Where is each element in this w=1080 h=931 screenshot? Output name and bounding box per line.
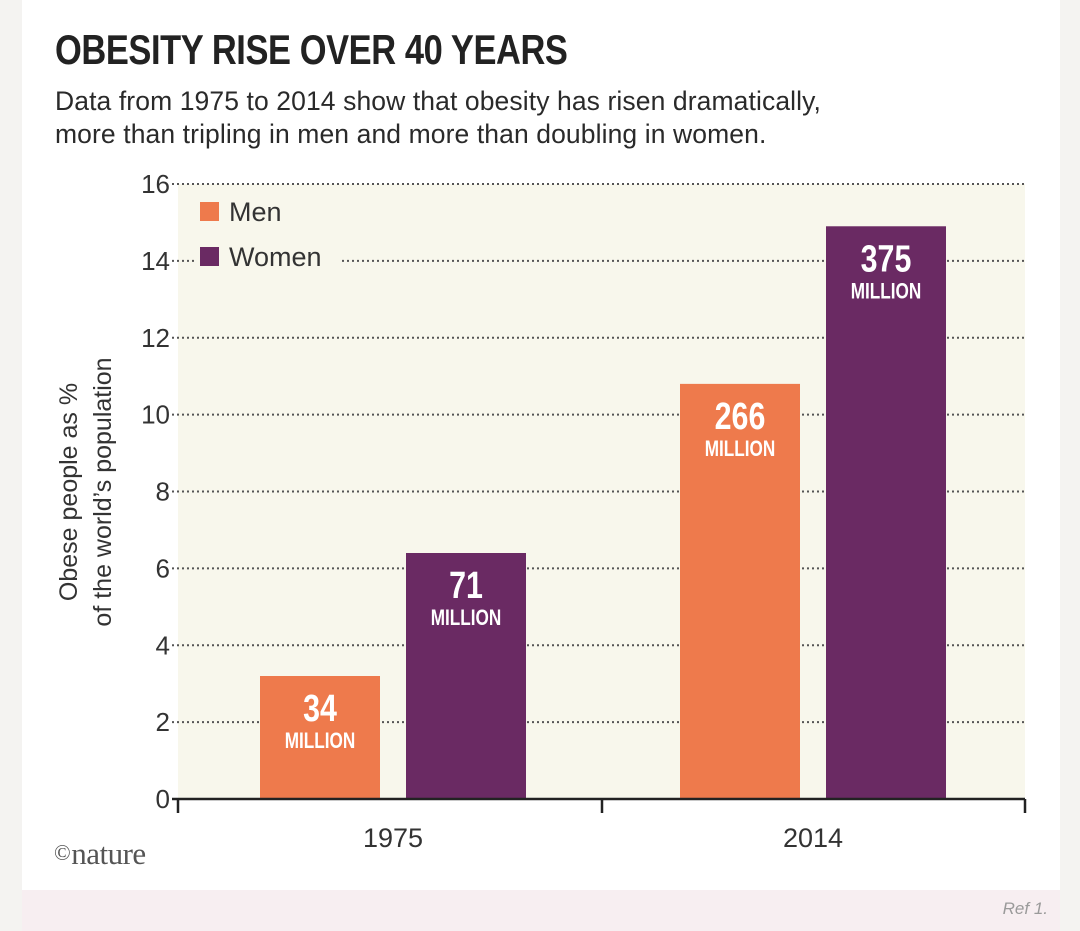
- bar-data-label-unit: MILLION: [705, 437, 776, 462]
- legend-swatch-women: [200, 247, 219, 266]
- bar-men-2014: [680, 383, 800, 799]
- bar-data-label-number: 266: [715, 396, 766, 438]
- chart-subtitle-line2: more than tripling in men and more than …: [55, 119, 767, 149]
- y-tick-label: 8: [156, 477, 170, 507]
- bar-data-label-number: 71: [449, 565, 483, 607]
- legend-label-women: Women: [229, 242, 322, 272]
- bar-data-label-unit: MILLION: [285, 729, 356, 754]
- chart-subtitle-line1: Data from 1975 to 2014 show that obesity…: [55, 86, 821, 116]
- footer-bar: Ref 1.: [22, 890, 1060, 931]
- legend-label-men: Men: [229, 197, 282, 227]
- bar-data-label-number: 375: [861, 238, 912, 280]
- bar-data-label-unit: MILLION: [851, 279, 922, 304]
- reference-note: Ref 1.: [1002, 899, 1048, 918]
- bar-women-1975: [406, 553, 526, 799]
- y-tick-label: 0: [156, 784, 170, 814]
- chart-title: OBESITY RISE OVER 40 YEARS: [55, 26, 568, 73]
- copyright-symbol: ©: [54, 840, 71, 865]
- legend-swatch-men: [200, 202, 219, 221]
- y-tick-label: 4: [156, 630, 170, 660]
- x-tick-label: 2014: [783, 823, 843, 853]
- bar-men-1975: [260, 676, 380, 799]
- y-tick-label: 6: [156, 553, 170, 583]
- legend-background: [196, 194, 342, 278]
- nature-logo: ©nature: [54, 836, 146, 872]
- x-tick-label: 1975: [363, 823, 423, 853]
- bar-data-label-unit: MILLION: [431, 606, 502, 631]
- bar-data-label-number: 34: [303, 688, 337, 730]
- bar-women-2014: [826, 226, 946, 799]
- y-tick-label: 12: [141, 323, 170, 353]
- y-axis-label-line2: of the world’s population: [89, 357, 117, 626]
- y-tick-label: 14: [141, 246, 170, 276]
- y-tick-label: 16: [141, 169, 170, 199]
- nature-logo-text: nature: [71, 836, 146, 871]
- y-tick-label: 10: [141, 400, 170, 430]
- y-tick-label: 2: [156, 707, 170, 737]
- y-axis-label-line1: Obese people as %: [55, 383, 83, 601]
